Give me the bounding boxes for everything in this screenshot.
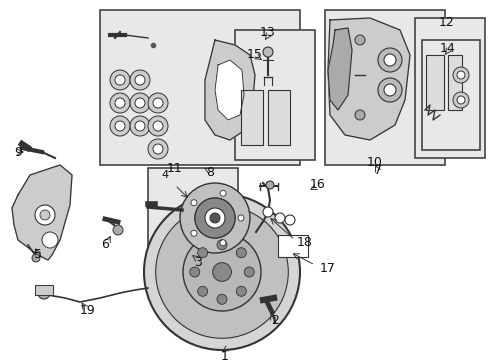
Polygon shape	[327, 18, 409, 140]
Text: 11: 11	[167, 162, 183, 175]
Circle shape	[42, 232, 58, 248]
Circle shape	[377, 48, 401, 72]
Circle shape	[263, 47, 272, 57]
Circle shape	[217, 294, 226, 304]
Text: 6: 6	[101, 238, 109, 252]
Circle shape	[195, 198, 235, 238]
Circle shape	[383, 54, 395, 66]
Circle shape	[115, 98, 125, 108]
Circle shape	[143, 194, 299, 350]
Circle shape	[130, 70, 150, 90]
Text: 16: 16	[309, 179, 325, 192]
Circle shape	[153, 98, 163, 108]
Circle shape	[35, 205, 55, 225]
Circle shape	[191, 230, 197, 236]
Circle shape	[135, 98, 145, 108]
Circle shape	[195, 198, 235, 238]
Circle shape	[209, 213, 220, 223]
Text: 18: 18	[296, 235, 312, 248]
Circle shape	[130, 93, 150, 113]
Circle shape	[155, 206, 288, 338]
Bar	[35, 285, 53, 295]
Circle shape	[212, 263, 231, 282]
Polygon shape	[12, 165, 72, 260]
Circle shape	[130, 116, 150, 136]
Text: 17: 17	[320, 261, 335, 274]
Circle shape	[113, 225, 123, 235]
Bar	[414, 18, 484, 158]
Text: 4: 4	[161, 170, 168, 180]
Circle shape	[180, 183, 249, 253]
Bar	[148, 168, 238, 268]
Circle shape	[220, 190, 225, 196]
Text: 2: 2	[270, 314, 278, 327]
Circle shape	[40, 210, 50, 220]
Bar	[235, 30, 314, 160]
Circle shape	[135, 121, 145, 131]
Text: 1: 1	[221, 350, 228, 360]
Text: 15: 15	[246, 49, 263, 62]
Text: 12: 12	[438, 15, 454, 28]
Text: 9: 9	[14, 145, 22, 158]
Circle shape	[148, 93, 168, 113]
Text: 8: 8	[205, 166, 214, 179]
Circle shape	[263, 207, 272, 217]
Circle shape	[236, 248, 246, 258]
Circle shape	[383, 84, 395, 96]
Circle shape	[110, 70, 130, 90]
Circle shape	[456, 96, 464, 104]
Circle shape	[183, 233, 261, 311]
Circle shape	[204, 208, 224, 228]
Text: 5: 5	[34, 248, 42, 261]
Circle shape	[354, 35, 364, 45]
Circle shape	[148, 116, 168, 136]
Bar	[241, 90, 263, 145]
Circle shape	[110, 116, 130, 136]
Circle shape	[197, 286, 207, 296]
Circle shape	[354, 110, 364, 120]
Text: 13: 13	[260, 27, 275, 40]
Polygon shape	[327, 28, 351, 110]
Circle shape	[244, 267, 254, 277]
Circle shape	[115, 75, 125, 85]
Bar	[325, 10, 444, 165]
Circle shape	[238, 215, 244, 221]
Bar	[425, 55, 443, 110]
Circle shape	[274, 213, 285, 223]
Text: 19: 19	[80, 303, 96, 316]
Text: 14: 14	[439, 41, 455, 54]
Circle shape	[236, 286, 246, 296]
Circle shape	[189, 267, 199, 277]
Circle shape	[452, 92, 468, 108]
Circle shape	[220, 240, 225, 246]
Circle shape	[197, 248, 207, 258]
Polygon shape	[215, 60, 244, 120]
Circle shape	[456, 71, 464, 79]
Circle shape	[217, 240, 226, 250]
Circle shape	[115, 121, 125, 131]
Circle shape	[153, 121, 163, 131]
Text: 3: 3	[194, 256, 202, 269]
Circle shape	[452, 67, 468, 83]
Circle shape	[285, 215, 294, 225]
Bar	[100, 10, 299, 165]
Circle shape	[191, 200, 197, 206]
Text: 7: 7	[373, 163, 381, 176]
Circle shape	[148, 139, 168, 159]
Bar	[278, 235, 307, 257]
Bar	[267, 90, 289, 145]
Circle shape	[38, 287, 50, 299]
Circle shape	[265, 181, 273, 189]
Polygon shape	[204, 40, 254, 140]
Bar	[421, 40, 479, 150]
Bar	[447, 55, 461, 110]
Circle shape	[377, 78, 401, 102]
Circle shape	[110, 93, 130, 113]
Circle shape	[135, 75, 145, 85]
Circle shape	[32, 254, 40, 262]
Text: 10: 10	[366, 157, 382, 170]
Circle shape	[153, 144, 163, 154]
